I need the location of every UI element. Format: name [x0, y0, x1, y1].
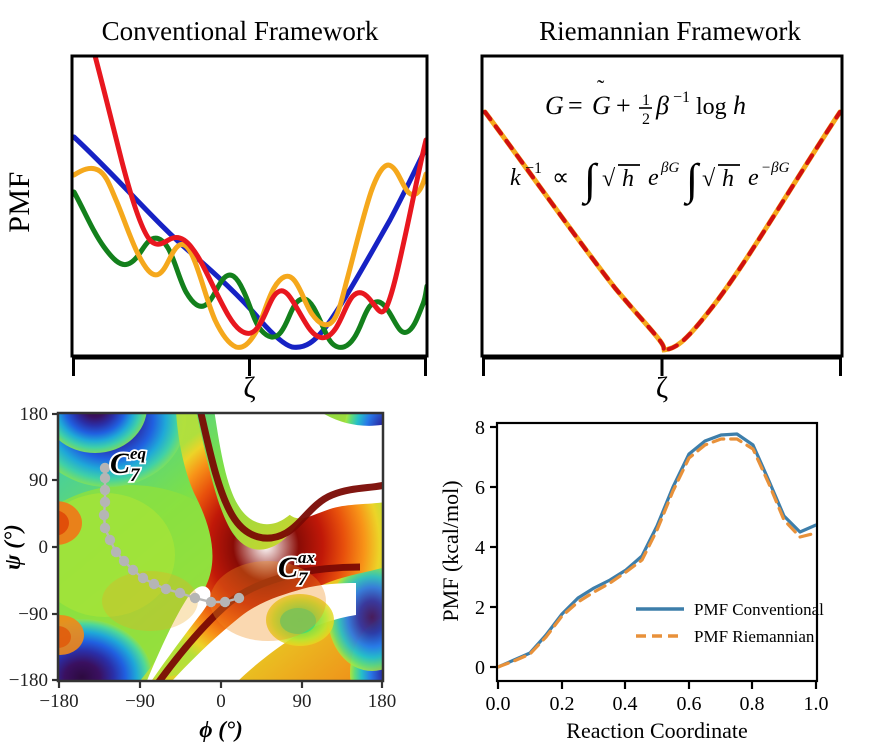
svg-text:h: h — [733, 91, 746, 120]
svg-text:180: 180 — [368, 691, 397, 712]
svg-text:˜: ˜ — [597, 75, 605, 100]
crest-line-upper — [197, 413, 383, 542]
chart-top-left: ζ — [70, 54, 429, 404]
annotation-c7eq: C 7 eq — [108, 442, 148, 488]
svg-text:∫: ∫ — [683, 155, 701, 206]
svg-text:G: G — [545, 91, 564, 120]
energy-ridge-white-lower-left — [146, 586, 211, 681]
svg-text:ax: ax — [298, 548, 316, 567]
svg-text:h: h — [622, 166, 634, 192]
svg-text:e: e — [648, 165, 659, 191]
svg-text:90: 90 — [293, 691, 312, 712]
axis-label-pmf-left: PMF — [3, 171, 36, 233]
svg-text:−1: −1 — [525, 160, 542, 177]
svg-text:−90: −90 — [125, 691, 155, 712]
legend-label-riemannian: PMF Riemannian — [694, 627, 815, 646]
svg-text:0.4: 0.4 — [613, 693, 638, 715]
equation-g-definition: G = G ˜ + 1 2 β −1 log h — [545, 75, 746, 128]
rama-x-ticks: −180 −90 0 90 180 — [39, 681, 396, 712]
svg-text:√: √ — [602, 166, 616, 192]
svg-text:−180: −180 — [39, 691, 78, 712]
chart-ramachandran: C 7 eq C 7 ax 180 90 0 −90 −180 — [0, 404, 396, 742]
svg-text:=: = — [568, 91, 583, 120]
svg-text:2: 2 — [642, 111, 650, 128]
legend-label-conventional: PMF Conventional — [694, 600, 824, 619]
svg-text:e: e — [748, 165, 759, 191]
svg-text:0: 0 — [475, 657, 485, 679]
svg-text:0.8: 0.8 — [740, 693, 765, 715]
pmf-y-ticks: 0 2 4 6 8 — [475, 417, 497, 679]
svg-text:1: 1 — [642, 92, 650, 109]
svg-text:β: β — [655, 91, 669, 120]
svg-text:2: 2 — [475, 597, 485, 619]
pmf-ylabel: PMF (kcal/mol) — [438, 480, 463, 621]
annotation-c7ax: C 7 ax — [276, 546, 317, 592]
sqrt-h-1: √ h — [602, 164, 640, 192]
svg-text:0: 0 — [216, 691, 226, 712]
curve-red-rugged — [92, 57, 426, 341]
equation-group: G = G ˜ + 1 2 β −1 log h k −1 ∝ ∫ √ — [510, 75, 790, 206]
transition-path — [98, 462, 245, 608]
svg-text:−180: −180 — [9, 670, 48, 691]
panel-title-conventional: Conventional Framework — [101, 16, 379, 46]
svg-text:k: k — [510, 165, 521, 191]
svg-text:−90: −90 — [18, 604, 48, 625]
rama-ylabel: ψ (°) — [0, 524, 25, 570]
svg-text:180: 180 — [20, 404, 49, 425]
chart-pmf-comparison: PMF Conventional PMF Riemannian 0 2 4 6 … — [438, 417, 829, 743]
svg-text:0.2: 0.2 — [550, 693, 575, 715]
svg-text:1.0: 1.0 — [804, 693, 829, 715]
svg-text:∝: ∝ — [552, 165, 569, 191]
path-beads — [98, 462, 245, 608]
svg-text:6: 6 — [475, 477, 485, 499]
svg-text:0.0: 0.0 — [486, 693, 511, 715]
pmf-xlabel: Reaction Coordinate — [566, 718, 747, 743]
axis-label-zeta-left: ζ — [243, 371, 255, 404]
svg-text:90: 90 — [29, 470, 48, 491]
energy-ridge-white-upper2 — [282, 446, 383, 519]
svg-text:−βG: −βG — [761, 160, 790, 176]
svg-text:8: 8 — [475, 417, 485, 439]
svg-text:log: log — [696, 94, 727, 120]
svg-text:0: 0 — [39, 537, 49, 558]
svg-text:h: h — [722, 166, 734, 192]
crest-line-lower — [155, 563, 361, 681]
equation-rate: k −1 ∝ ∫ √ h e βG ∫ √ h e −βG — [510, 155, 790, 206]
curve-conventional-red-dashed — [483, 109, 841, 353]
svg-text:eq: eq — [130, 444, 147, 463]
free-energy-surface — [58, 413, 383, 681]
svg-text:+: + — [616, 91, 631, 120]
axis-label-zeta-right: ζ — [656, 371, 668, 404]
svg-text:7: 7 — [298, 569, 309, 590]
rama-xlabel: ϕ (°) — [199, 717, 243, 742]
legend-pmf: PMF Conventional PMF Riemannian — [636, 600, 824, 646]
svg-text:7: 7 — [130, 465, 141, 486]
chart-top-right: G = G ˜ + 1 2 β −1 log h k −1 ∝ ∫ √ — [480, 54, 844, 404]
svg-text:βG: βG — [660, 160, 679, 176]
pmf-x-ticks: 0.0 0.2 0.4 0.6 0.8 1.0 — [486, 681, 829, 715]
svg-text:−1: −1 — [673, 89, 690, 106]
curve-pmf-riemannian — [498, 437, 816, 669]
rama-y-ticks: 180 90 0 −90 −180 — [9, 404, 58, 691]
panel-title-riemannian: Riemannian Framework — [539, 16, 801, 46]
svg-text:√: √ — [702, 166, 716, 192]
svg-text:C: C — [278, 551, 299, 584]
sqrt-h-2: √ h — [702, 164, 740, 192]
svg-text:C: C — [110, 447, 131, 480]
svg-text:G: G — [592, 91, 611, 120]
svg-text:∫: ∫ — [581, 155, 599, 206]
svg-text:0.6: 0.6 — [677, 693, 702, 715]
svg-text:4: 4 — [475, 537, 485, 559]
